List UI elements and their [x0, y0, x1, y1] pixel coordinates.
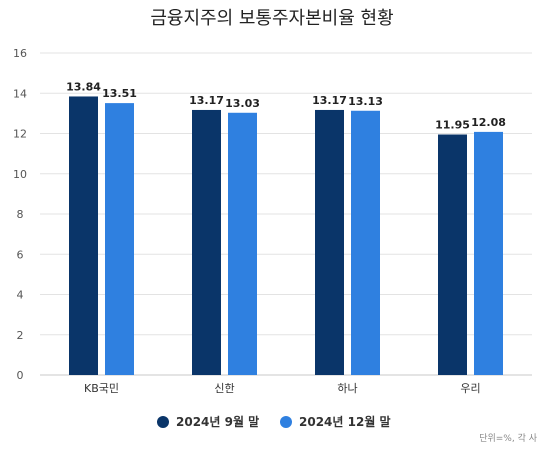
category-label: 하나 — [337, 381, 357, 395]
data-label: 12.08 — [471, 116, 506, 129]
data-label: 13.51 — [102, 87, 137, 100]
bar — [105, 103, 134, 375]
bar — [228, 112, 257, 376]
data-label: 13.17 — [189, 94, 224, 107]
unit-note: 단위=%, 각 사 — [479, 432, 538, 444]
data-label: 13.03 — [225, 97, 260, 110]
bar — [315, 109, 344, 376]
y-tick-label: 4 — [17, 289, 24, 302]
legend-label: 2024년 9월 말 — [176, 414, 259, 429]
category-label: 우리 — [460, 382, 480, 395]
y-tick-label: 16 — [13, 47, 27, 60]
y-tick-label: 2 — [17, 329, 24, 342]
data-label: 13.84 — [66, 80, 101, 93]
bar — [438, 134, 467, 375]
data-label: 13.13 — [348, 95, 383, 108]
chart-title: 금융지주의 보통주자본비율 현황 — [150, 8, 393, 29]
bar — [474, 131, 503, 375]
data-label: 13.17 — [312, 94, 347, 107]
legend-label: 2024년 12월 말 — [299, 414, 391, 429]
y-tick-label: 14 — [13, 87, 27, 100]
y-tick-label: 0 — [17, 369, 24, 382]
legend-marker — [157, 416, 169, 428]
bar — [351, 110, 380, 375]
y-tick-label: 6 — [17, 248, 24, 261]
data-label: 11.95 — [435, 119, 470, 132]
legend: 2024년 9월 말 2024년 12월 말 — [157, 414, 391, 429]
bar — [192, 109, 221, 376]
y-tick-label: 8 — [17, 208, 24, 221]
y-tick-label: 10 — [13, 168, 27, 181]
y-tick-label: 12 — [13, 128, 27, 141]
category-label: KB국민 — [84, 382, 119, 395]
legend-marker — [280, 416, 292, 428]
category-label: 신한 — [214, 382, 234, 395]
bar — [69, 96, 98, 375]
